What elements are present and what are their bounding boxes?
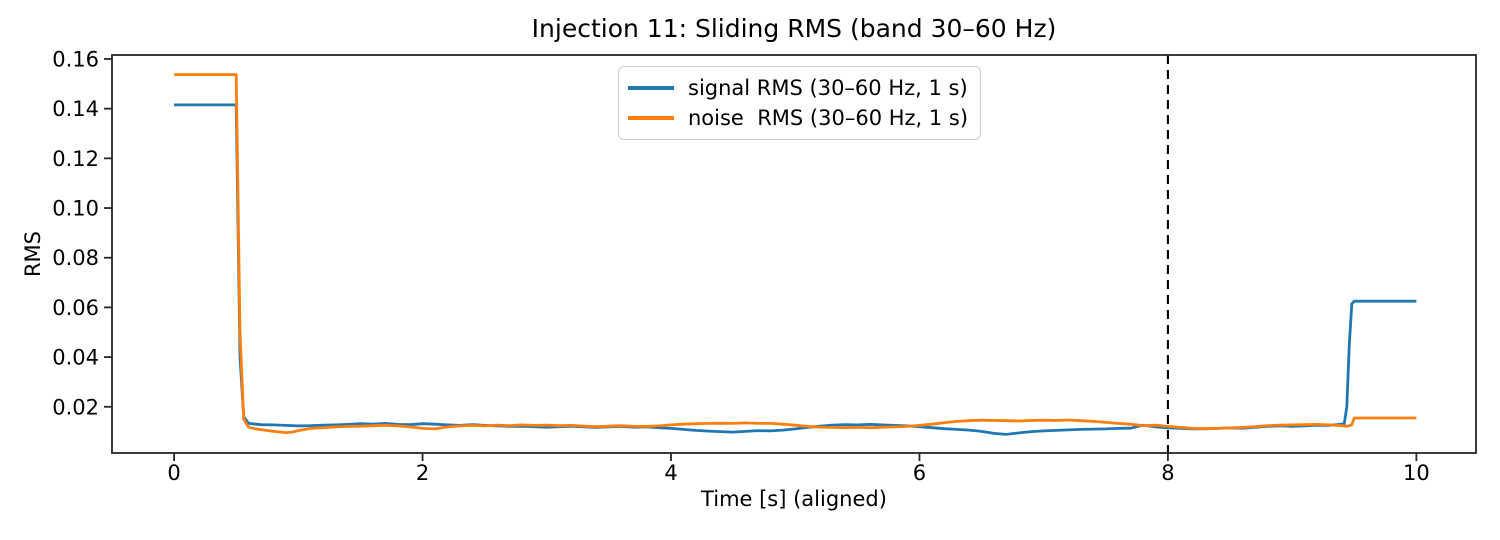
legend-entry-signal: signal RMS (30–60 Hz, 1 s) bbox=[628, 73, 968, 103]
legend: signal RMS (30–60 Hz, 1 s) noise RMS (30… bbox=[618, 66, 982, 140]
y-tick-label: 0.06 bbox=[52, 296, 99, 320]
y-tick-label: 0.04 bbox=[52, 346, 99, 370]
noise-line-swatch bbox=[628, 116, 674, 120]
legend-label-noise: noise RMS (30–60 Hz, 1 s) bbox=[688, 106, 969, 130]
chart-title: Injection 11: Sliding RMS (band 30–60 Hz… bbox=[531, 14, 1057, 43]
y-tick-label: 0.02 bbox=[52, 395, 99, 419]
signal-line-swatch bbox=[628, 86, 674, 90]
x-axis-label: Time [s] (aligned) bbox=[701, 487, 887, 511]
signal-line bbox=[174, 103, 1417, 436]
y-tick-label: 0.08 bbox=[52, 246, 99, 270]
y-tick-label: 0.10 bbox=[52, 197, 99, 221]
y-tick-label: 0.16 bbox=[52, 47, 99, 71]
y-tick-label: 0.14 bbox=[52, 97, 99, 121]
y-axis-label: RMS bbox=[21, 230, 45, 278]
legend-entry-noise: noise RMS (30–60 Hz, 1 s) bbox=[628, 103, 968, 133]
axes-frame bbox=[111, 54, 1477, 454]
noise-line bbox=[174, 73, 1417, 435]
x-tick-label: 10 bbox=[1403, 461, 1430, 485]
x-tick-label: 8 bbox=[1161, 461, 1174, 485]
x-tick-label: 0 bbox=[167, 461, 180, 485]
x-tick-label: 4 bbox=[664, 461, 677, 485]
x-tick-label: 2 bbox=[416, 461, 429, 485]
y-tick-label: 0.12 bbox=[52, 147, 99, 171]
x-tick-label: 6 bbox=[913, 461, 926, 485]
legend-label-signal: signal RMS (30–60 Hz, 1 s) bbox=[688, 76, 968, 100]
